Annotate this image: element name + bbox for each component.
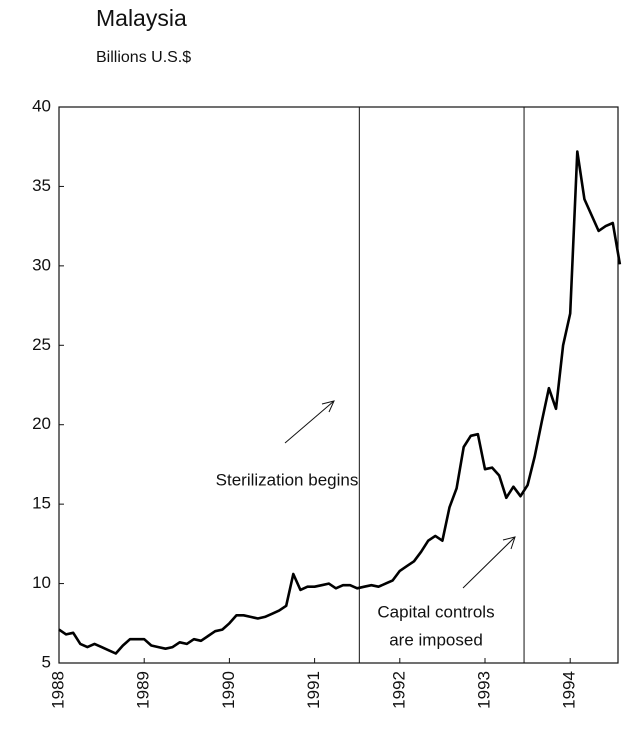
arrow	[462, 536, 516, 589]
arrow	[284, 400, 335, 444]
x-tick-label: 1993	[474, 671, 493, 709]
y-tick-label: 35	[32, 176, 51, 195]
y-tick-label: 20	[32, 414, 51, 433]
y-tick-label: 40	[32, 96, 51, 115]
y-tick-label: 5	[42, 652, 51, 671]
x-tick-label: 1994	[560, 671, 579, 709]
x-tick-label: 1988	[48, 671, 67, 709]
x-tick-label: 1989	[134, 671, 153, 709]
arrow-head	[502, 536, 516, 550]
plot-frame	[58, 106, 619, 664]
annotation: Sterilization begins	[216, 470, 359, 489]
y-tick-label: 15	[32, 494, 51, 513]
x-tick-label: 1992	[389, 671, 408, 709]
y-tick-label: 30	[32, 255, 51, 274]
y-tick-label: 10	[32, 573, 51, 592]
annotation: Capital controls	[377, 602, 494, 621]
arrow-head	[321, 400, 335, 413]
y-tick-label: 25	[32, 335, 51, 354]
chart-subtitle: Billions U.S.$	[96, 49, 191, 66]
x-tick-label: 1991	[304, 671, 323, 709]
chart-title: Malaysia	[96, 5, 187, 31]
x-tick-label: 1990	[219, 671, 238, 709]
annotation: are imposed	[389, 630, 483, 649]
data-line	[58, 150, 622, 655]
